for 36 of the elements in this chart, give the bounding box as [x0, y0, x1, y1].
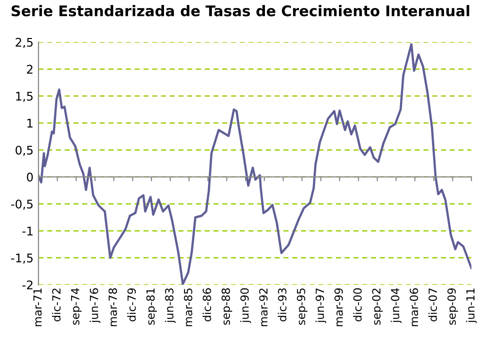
x-tick-label: dic-72 [52, 288, 61, 322]
x-tick-label: jun-83 [164, 288, 176, 324]
y-tick-label: 1 [27, 118, 33, 128]
y-tick-label: -1 [22, 226, 33, 236]
x-tick-label: jun-04 [390, 288, 402, 324]
x-tick-label: sep-74 [71, 288, 82, 325]
x-tick-label: jun-97 [315, 288, 326, 324]
y-tick-label: -0,5 [11, 200, 33, 210]
x-tick-label: dic-93 [278, 288, 286, 322]
x-tick-label: dic-86 [202, 288, 212, 322]
x-tick-label: mar-99 [334, 288, 343, 326]
x-tick-label: jun-90 [240, 288, 251, 324]
x-tick-label: sep-02 [372, 288, 383, 325]
x-tick-label: sep-81 [146, 288, 157, 325]
x-tick-label: sep-88 [222, 288, 232, 325]
line-series [38, 43, 472, 285]
x-tick-label: mar-92 [259, 288, 268, 326]
x-tick-label: mar-85 [184, 288, 192, 326]
x-tick-label: dic-79 [127, 288, 136, 322]
x-tick-label: mar-06 [410, 288, 418, 326]
y-tick-label: -1,5 [11, 254, 33, 264]
x-tick-label: jun-11 [466, 288, 477, 324]
x-tick-label: dic-00 [353, 288, 362, 322]
x-tick-label: sep-09 [447, 288, 458, 325]
x-tick-label: jun-76 [90, 288, 100, 324]
x-tick-label: dic-07 [428, 288, 437, 322]
chart-title: Serie Estandarizada de Tasas de Crecimiento Interanual [12, 5, 470, 16]
y-tick-label: 0 [26, 172, 33, 182]
y-tick-label: 0,5 [16, 146, 33, 156]
y-tick-label: -2 [22, 280, 32, 290]
x-tick-label: sep-95 [296, 288, 308, 325]
y-tick-label: 2,5 [16, 38, 33, 48]
x-tick-label: mar-71 [33, 288, 42, 326]
x-tick-label: mar-78 [108, 288, 117, 326]
y-tick-label: 2 [26, 64, 32, 74]
y-tick-label: 1,5 [16, 92, 33, 102]
